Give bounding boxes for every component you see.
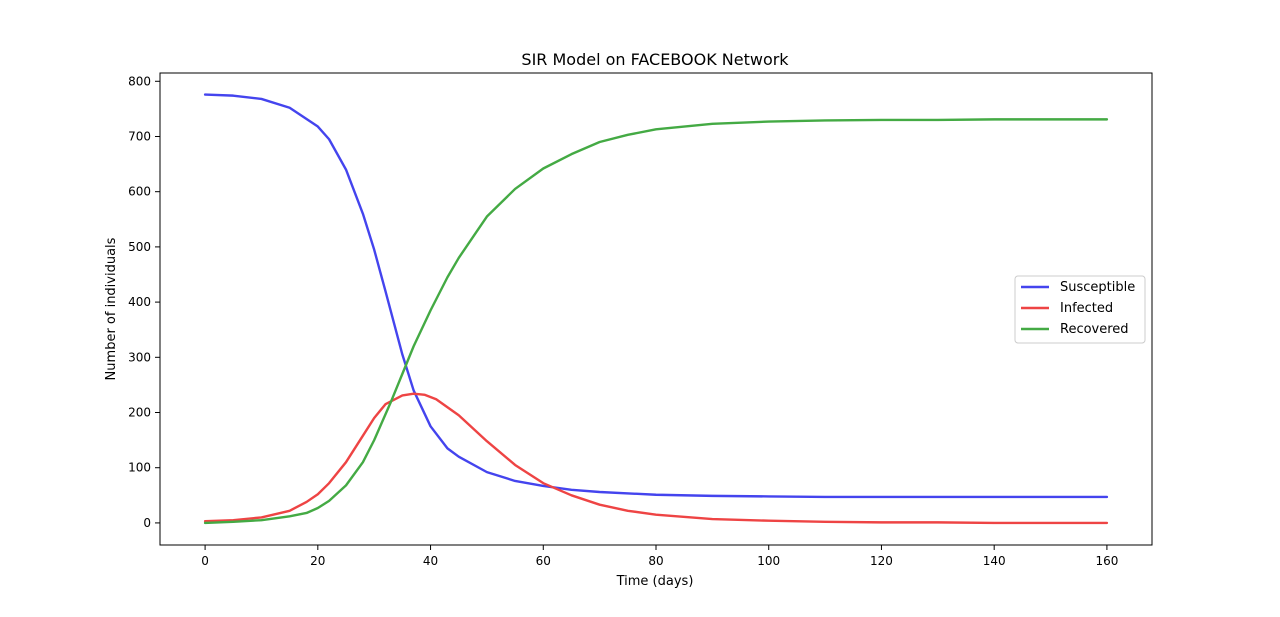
y-tick-label: 300 (128, 350, 151, 364)
x-tick-label: 40 (423, 554, 438, 568)
y-tick-label: 400 (128, 295, 151, 309)
legend: Susceptible Infected Recovered (1014, 275, 1146, 344)
y-axis-label: Number of individuals (104, 237, 119, 380)
x-tick-label: 80 (648, 554, 663, 568)
y-tick-label: 600 (128, 185, 151, 199)
series-line-recovered (203, 118, 1109, 525)
y-tick-label: 700 (128, 129, 151, 143)
x-tick-label: 100 (757, 554, 780, 568)
y-tick-label: 0 (143, 516, 151, 530)
y-tick-label: 200 (128, 406, 151, 420)
y-tick-label: 800 (128, 74, 151, 88)
x-tick-label: 20 (310, 554, 325, 568)
legend-label-infected: Infected (1060, 301, 1113, 316)
x-tick-label: 60 (536, 554, 551, 568)
legend-label-recovered: Recovered (1060, 322, 1129, 337)
x-tick-label: 140 (983, 554, 1006, 568)
y-tick-label: 100 (128, 461, 151, 475)
plot-area: 0 20 40 60 80 100 120 140 160 0 100 200 300 400 500 600… (128, 72, 1153, 568)
x-tick-label: 160 (1095, 554, 1118, 568)
legend-label-susceptible: Susceptible (1060, 280, 1135, 295)
x-tick-label: 120 (870, 554, 893, 568)
legend-box (1014, 275, 1146, 344)
x-tick-label: 0 (201, 554, 209, 568)
series-line-infected (203, 392, 1109, 525)
series-line-susceptible (203, 93, 1109, 499)
chart-title: SIR Model on FACEBOOK Network (521, 50, 789, 69)
x-axis-label: Time (days) (616, 574, 694, 589)
y-tick-label: 500 (128, 240, 151, 254)
